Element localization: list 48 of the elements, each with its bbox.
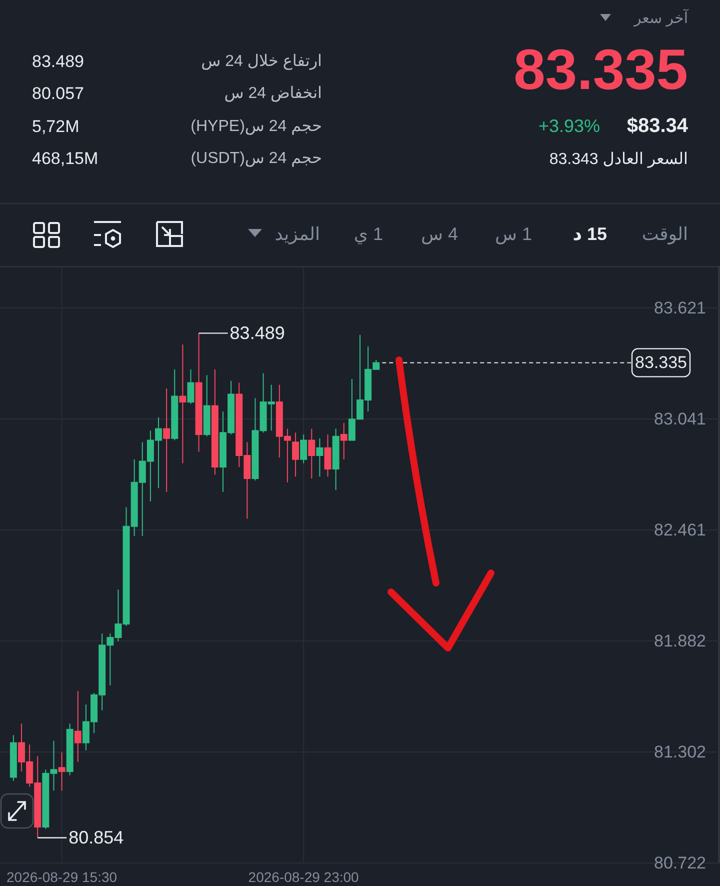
candlestick [163, 388, 170, 492]
candlestick [332, 428, 340, 491]
annotation: 83.489 [230, 323, 285, 344]
x-tick-label: 2026-08-29 23:00 [248, 869, 360, 885]
y-tick-label: 83.621 [654, 298, 706, 318]
text: 468,15M [32, 149, 98, 169]
x-tick-label: 2026-08-29 15:30 [6, 869, 118, 885]
y-tick-label: 82.461 [654, 520, 706, 540]
text: 83.335 [514, 37, 688, 103]
text: آخر سعر [634, 10, 688, 26]
candlestick [340, 422, 348, 460]
text: الوقت [642, 224, 688, 244]
candlestick [187, 368, 194, 404]
text: انخفاض 24 س [224, 85, 322, 103]
candlestick [211, 368, 218, 476]
candlestick [308, 428, 316, 480]
text: $83.34 [626, 114, 688, 138]
candlestick [74, 690, 82, 762]
ref-line-label: 83.335 [635, 353, 687, 372]
annotation: 80.854 [68, 828, 124, 848]
y-tick-label: 81.302 [654, 742, 706, 762]
candlestick [300, 434, 308, 464]
text: 1 ي [354, 224, 383, 244]
text: +3.93% [538, 116, 600, 136]
candlestick [66, 723, 74, 776]
text: المزيد [274, 224, 320, 244]
candlestick [10, 734, 17, 782]
text: 5,72M [32, 117, 80, 137]
candlestick [316, 438, 324, 478]
candlestick [324, 434, 332, 478]
y-tick-label: 80.722 [654, 854, 706, 872]
candlestick [195, 332, 202, 452]
text: 80.057 [32, 84, 84, 104]
text: 4 س [421, 224, 458, 244]
text: 15 د [572, 224, 607, 244]
text: حجم 24 س(USDT) [190, 150, 322, 168]
text: ارتفاع خلال 24 س [201, 53, 322, 71]
text: 83.489 [32, 52, 84, 72]
y-tick-label: 81.882 [654, 631, 706, 650]
candlestick [58, 752, 66, 792]
y-tick-label: 83.041 [654, 409, 706, 428]
candlestick [179, 344, 186, 464]
text: 1 س [495, 224, 532, 244]
text: السعر العادل 83.343 [549, 151, 688, 169]
candlestick [203, 374, 210, 437]
text: حجم 24 س(HYPE) [190, 118, 322, 136]
candlestick [171, 368, 178, 441]
candlestick [292, 432, 300, 478]
